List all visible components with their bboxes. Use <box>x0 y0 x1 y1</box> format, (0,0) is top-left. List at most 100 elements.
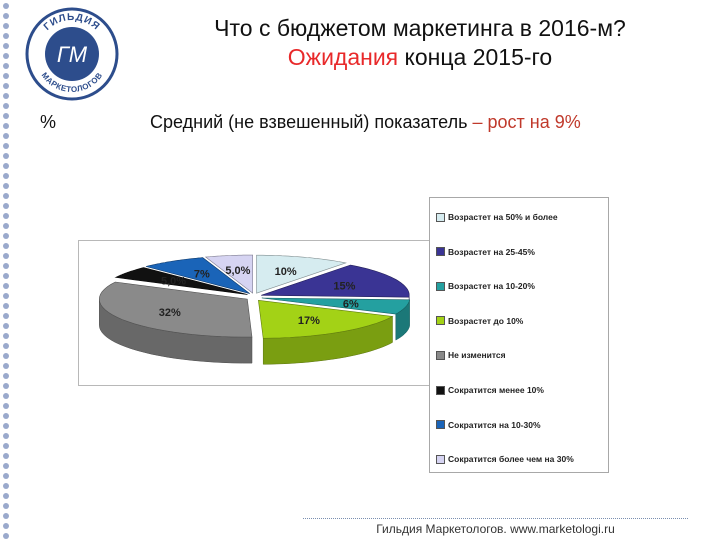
pie-slice <box>256 254 347 294</box>
pie-data-label: 10% <box>275 266 297 278</box>
pie-slice <box>114 267 248 295</box>
pie-data-label: 5,0% <box>161 276 186 288</box>
legend-swatch <box>436 454 445 464</box>
decorative-dot <box>3 513 9 519</box>
slide-title: Что с бюджетом маркетинга в 2016-м? Ожид… <box>150 14 690 72</box>
legend-swatch <box>436 247 445 257</box>
legend-swatch <box>436 316 445 326</box>
decorative-dot <box>3 473 9 479</box>
decorative-dot <box>3 3 9 9</box>
legend-label: Возрастет на 25-45% <box>448 246 535 257</box>
decorative-dot <box>3 53 9 59</box>
guild-logo: ГИЛЬДИЯ МАРКЕТОЛОГОВ ГМ <box>25 7 119 101</box>
pie-data-label: 15% <box>333 280 355 292</box>
subtitle: Средний (не взвешенный) показатель – рос… <box>150 112 581 133</box>
decorative-dot <box>3 263 9 269</box>
legend-swatch <box>436 212 445 222</box>
decorative-dot <box>3 63 9 69</box>
legend-item: Возрастет на 50% и более <box>436 212 558 222</box>
decorative-dot <box>3 193 9 199</box>
legend-label: Сократится на 10-30% <box>448 419 541 430</box>
legend-item: Не изменится <box>436 350 506 360</box>
decorative-dot <box>3 183 9 189</box>
decorative-dot <box>3 223 9 229</box>
footer-divider <box>303 518 688 519</box>
decorative-dot <box>3 73 9 79</box>
decorative-dot <box>3 363 9 369</box>
decorative-dot <box>3 143 9 149</box>
chart-legend: Возрастет на 50% и более Возрастет на 25-… <box>429 197 609 473</box>
legend-label: Возрастет на 50% и более <box>448 212 558 222</box>
decorative-dot <box>3 133 9 139</box>
decorative-dot <box>3 383 9 389</box>
legend-item: Сократится менее 10% <box>436 385 544 395</box>
decorative-dot <box>3 403 9 409</box>
decorative-dot <box>3 273 9 279</box>
decorative-dot <box>3 413 9 419</box>
legend-label: Возрастет на 10-20% <box>448 281 535 292</box>
title-line-1: Что с бюджетом маркетинга в 2016-м? <box>214 15 626 41</box>
decorative-dot <box>3 503 9 509</box>
logo-monogram: ГМ <box>57 42 88 67</box>
decorative-dot <box>3 153 9 159</box>
legend-label: Возрастет до 10% <box>448 315 524 326</box>
decorative-dot <box>3 213 9 219</box>
pie-data-label: 17% <box>298 315 320 327</box>
decorative-dot <box>3 103 9 109</box>
legend-item: Возрастет до 10% <box>436 316 523 326</box>
decorative-dot <box>3 243 9 249</box>
legend-swatch <box>436 420 445 430</box>
legend-label: Не изменится <box>448 350 506 361</box>
decorative-dot <box>3 343 9 349</box>
decorative-dot <box>3 463 9 469</box>
legend-label: Сократится более чем на 30% <box>448 454 574 465</box>
decorative-dot <box>3 493 9 499</box>
pie-slice <box>261 297 410 315</box>
decorative-dot <box>3 353 9 359</box>
decorative-dot <box>3 523 9 529</box>
decorative-dot <box>3 373 9 379</box>
decorative-dot <box>3 443 9 449</box>
pie-data-label: 5,0% <box>225 265 250 277</box>
decorative-dot <box>3 13 9 19</box>
decorative-dot <box>3 433 9 439</box>
decorative-dot <box>3 83 9 89</box>
decorative-dot <box>3 203 9 209</box>
decorative-dot <box>3 483 9 489</box>
legend-label: Сократится менее 10% <box>448 385 544 395</box>
decorative-dot <box>3 333 9 339</box>
title-line-2: Ожидания конца 2015-го <box>150 43 690 72</box>
decorative-dot <box>3 23 9 29</box>
decorative-dot <box>3 313 9 319</box>
pie-chart-area: 10% 15% 6% 17% 32% 5,0% 7% 5,0% <box>78 240 434 386</box>
legend-swatch <box>436 281 445 291</box>
percent-label: % <box>40 112 57 132</box>
decorative-dot <box>3 283 9 289</box>
title-red-word: Ожидания <box>287 44 399 70</box>
legend-swatch <box>436 350 445 360</box>
legend-item: Сократится на 10-30% <box>436 420 541 430</box>
pie-slice <box>204 254 253 294</box>
decorative-dot <box>3 173 9 179</box>
pie-data-label: 7% <box>194 269 210 281</box>
footer-text: Гильдия Маркетологов. www.marketologi.ru <box>376 522 615 536</box>
decorative-dot <box>3 303 9 309</box>
subtitle-accent: – рост на 9% <box>472 112 581 132</box>
legend-item: Сократится более чем на 30% <box>436 454 574 464</box>
pie-slice <box>98 281 253 338</box>
subtitle-text: Средний (не взвешенный) показатель <box>150 112 473 132</box>
pie-chart: 10% 15% 6% 17% 32% 5,0% 7% 5,0% <box>98 254 410 365</box>
decorative-dot <box>3 33 9 39</box>
decorative-dot <box>3 253 9 259</box>
decorative-dot <box>3 453 9 459</box>
decorative-dot <box>3 323 9 329</box>
title-line-2-rest: конца 2015-го <box>398 44 553 70</box>
legend-item: Возрастет на 25-45% <box>436 247 535 257</box>
decorative-dot <box>3 293 9 299</box>
pie-slice <box>145 257 250 294</box>
decorative-dots <box>3 3 9 539</box>
decorative-dot <box>3 113 9 119</box>
legend-swatch <box>436 385 445 395</box>
pie-data-label: 6% <box>343 299 359 311</box>
decorative-dot <box>3 423 9 429</box>
